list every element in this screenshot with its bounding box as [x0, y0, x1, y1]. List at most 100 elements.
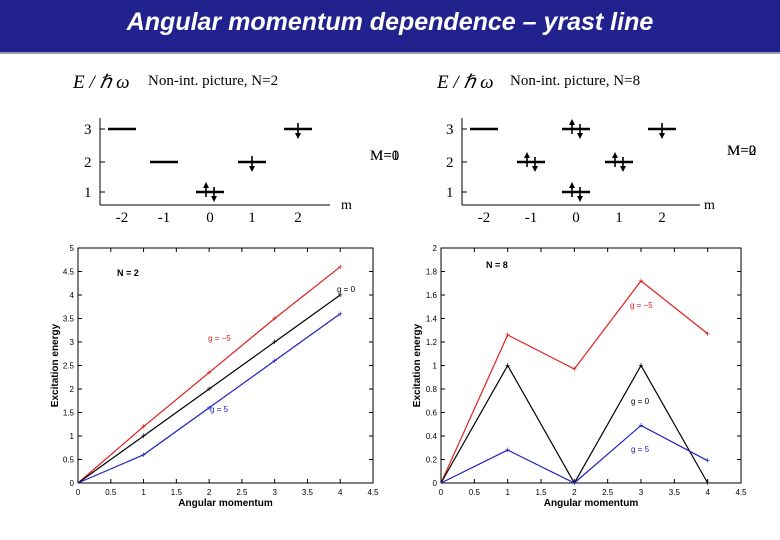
m-total-label: M=0	[727, 143, 756, 159]
x-tick-label: -1	[525, 210, 538, 226]
x-tick-label: 3	[272, 488, 277, 497]
x-tick-label: 2	[572, 488, 577, 497]
series-marker: +	[272, 314, 277, 324]
y-tick-label: 3.5	[63, 315, 75, 324]
y-tick-label: 0.8	[426, 385, 438, 394]
arrow-head-up	[612, 152, 618, 158]
m-total-label-overlay: M=1	[370, 148, 399, 164]
series-marker: +	[338, 309, 343, 319]
ylabel-energy: E / ℏ ω	[436, 72, 494, 93]
x-tick-label: 1	[615, 210, 623, 226]
y-tick-label: 4.5	[63, 268, 75, 277]
series-marker: +	[572, 364, 577, 374]
x-tick-label: 0	[206, 210, 214, 226]
series-label: g = 5	[631, 445, 650, 454]
series-marker: +	[338, 290, 343, 300]
series-marker: +	[705, 456, 710, 466]
series-marker: +	[141, 431, 146, 441]
y-tick-label: 1.8	[426, 268, 438, 277]
m-total-label: M=0	[370, 148, 399, 164]
series-label: g = 0	[631, 397, 650, 406]
arrow-head-up	[524, 152, 530, 158]
xlabel-m: m	[341, 198, 352, 213]
arrow-head	[249, 166, 255, 172]
title-bar: Angular momentum dependence – yrast line	[0, 0, 780, 54]
y-tick-label: 2	[84, 155, 92, 171]
panel-label: N = 8	[486, 260, 508, 270]
diagram-caption: Non-int. picture, N=8	[510, 73, 640, 89]
xlabel-m: m	[704, 198, 715, 213]
series-line	[77, 294, 341, 484]
y-tick-label: 5	[70, 244, 75, 253]
x-tick-label: -2	[116, 210, 129, 226]
series-marker: +	[338, 262, 343, 272]
series-marker: +	[272, 356, 277, 366]
y-tick-label: 2	[446, 155, 454, 171]
ylabel-energy: E / ℏ ω	[72, 72, 130, 93]
series-label: g = 0	[337, 285, 356, 294]
y-tick-label: 1	[84, 185, 92, 201]
x-tick-label: 4	[705, 488, 710, 497]
x-axis-label: Angular momentum	[544, 498, 639, 509]
m-total-label-overlay: M=2	[727, 143, 756, 159]
x-tick-label: 1.5	[171, 488, 183, 497]
x-tick-label: 2.5	[236, 488, 248, 497]
x-tick-label: 2	[658, 210, 666, 226]
series-marker: +	[272, 337, 277, 347]
x-tick-label: 0	[572, 210, 580, 226]
series-marker: +	[638, 276, 643, 286]
x-tick-label: 4.5	[735, 488, 747, 497]
series-marker: +	[505, 330, 510, 340]
x-tick-label: 1	[248, 210, 256, 226]
plot-frame	[440, 247, 742, 484]
series-line	[77, 266, 341, 484]
x-tick-label: 1	[141, 488, 146, 497]
x-tick-label: 1.5	[535, 488, 547, 497]
series-marker: +	[638, 361, 643, 371]
slide-title: Angular momentum dependence – yrast line	[126, 8, 654, 36]
arrow-head-up	[569, 119, 575, 125]
series-marker: +	[705, 478, 710, 488]
y-tick-label: 2.5	[63, 362, 75, 371]
y-tick-label: 1	[446, 185, 454, 201]
x-tick-label: 2	[294, 210, 302, 226]
y-tick-label: 0.5	[63, 456, 75, 465]
arrow-head-up	[203, 182, 209, 188]
y-tick-label: 3	[446, 122, 454, 138]
series-label: g = −5	[630, 301, 653, 310]
series-line	[440, 424, 708, 484]
y-tick-label: 0	[433, 479, 438, 488]
x-tick-label: 3.5	[302, 488, 314, 497]
arrow-head	[295, 133, 301, 139]
panel-label: N = 2	[117, 268, 139, 278]
y-tick-label: 3	[70, 338, 75, 347]
series-line	[440, 280, 709, 484]
arrow-head-down	[532, 166, 538, 172]
arrow-head-down	[577, 133, 583, 139]
series-label: g = 5	[210, 405, 229, 414]
series-marker: +	[206, 368, 211, 378]
diagram-caption: Non-int. picture, N=2	[148, 73, 278, 89]
x-tick-label: 2.5	[602, 488, 614, 497]
series-marker: +	[141, 450, 146, 460]
x-tick-label: 4	[338, 488, 343, 497]
series-marker: +	[638, 420, 643, 430]
x-tick-label: -2	[478, 210, 491, 226]
arrow-head	[659, 133, 665, 139]
series-marker: +	[206, 384, 211, 394]
arrow-head-down	[620, 166, 626, 172]
x-tick-label: 4.5	[367, 488, 379, 497]
series-marker: +	[505, 361, 510, 371]
y-tick-label: 3	[84, 122, 92, 138]
x-tick-label: 0.5	[105, 488, 117, 497]
y-tick-label: 2	[70, 385, 75, 394]
arrow-head-down	[211, 196, 217, 202]
x-tick-label: 2	[207, 488, 212, 497]
series-line	[440, 364, 709, 485]
y-tick-label: 1.6	[426, 291, 438, 300]
series-line	[77, 313, 341, 484]
